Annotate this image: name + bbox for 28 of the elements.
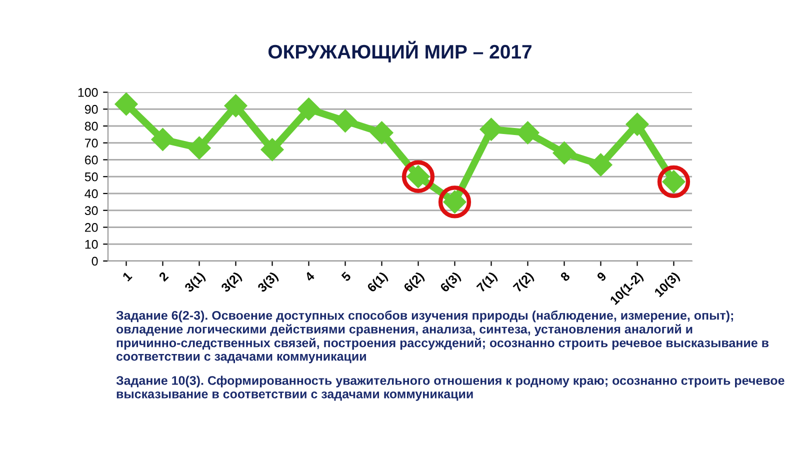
x-tick-label: 3(1) — [184, 271, 208, 294]
x-tick-label: 7(1) — [476, 271, 500, 294]
y-tick-label: 40 — [84, 189, 98, 198]
y-tick-label: 30 — [84, 206, 98, 216]
chart-title: ОКРУЖАЮЩИЙ МИР – 2017 — [268, 40, 532, 62]
y-tick-label: 70 — [85, 138, 98, 148]
y-tick-label: 10 — [85, 240, 98, 249]
x-tick-label: 1 — [122, 271, 132, 282]
y-tick-label: 50 — [84, 172, 98, 182]
x-tick-label: 7(2) — [512, 271, 536, 294]
x-tick-label: 4 — [304, 271, 316, 282]
y-tick-label: 80 — [84, 122, 98, 131]
y-tick-label: 60 — [85, 156, 98, 164]
x-tick-label: 6(2) — [402, 271, 426, 294]
x-tick-label: 6(3) — [439, 271, 463, 294]
text: Задание 6(2-3). Освоение доступных способов изучения природы (наблюдение, измерение, опыт); овладение логическими действиями сравнения, анализа, синтеза, установления аналогий и причинно-следственных связей, построения рассуждений; осознанно строить речевое высказывание в соответствии с задачами коммуникации — [116, 310, 769, 364]
x-tick-label: 3(2) — [220, 271, 244, 294]
y-tick-label: 0 — [92, 256, 98, 266]
text: Задание 10(3). Сформированность уважительного отношения к родному краю; осознанно строить речевое высказывание в соответствии с задачами коммуникации — [116, 376, 784, 401]
y-tick-label: 90 — [84, 104, 98, 114]
x-tick-label: 6(1) — [366, 271, 390, 294]
y-tick-label: 20 — [85, 223, 98, 232]
x-tick-label: 8 — [560, 271, 570, 282]
x-tick-label: 2 — [158, 271, 169, 282]
y-tick-label: 100 — [78, 88, 98, 97]
x-tick-label: 5 — [340, 271, 352, 282]
x-tick-label: 3(3) — [256, 271, 280, 294]
x-tick-label: 9 — [596, 271, 607, 282]
